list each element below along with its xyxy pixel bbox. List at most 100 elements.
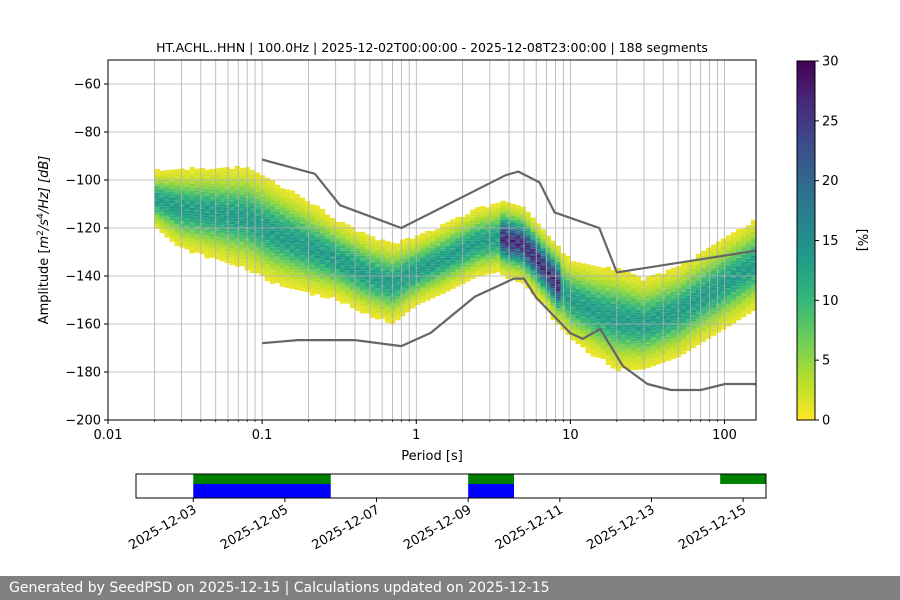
- timeline-blue-bar: [468, 484, 514, 498]
- heatmap-cell: [249, 174, 256, 178]
- heatmap-cell: [615, 344, 622, 348]
- heatmap-cell: [420, 283, 426, 286]
- heatmap-cell: [359, 279, 366, 283]
- heatmap-cell: [184, 220, 190, 223]
- heatmap-cell: [670, 349, 677, 352]
- heatmap-cell: [269, 259, 276, 263]
- heatmap-cell: [620, 327, 627, 331]
- heatmap-cell: [159, 228, 165, 231]
- heatmap-cell: [214, 213, 220, 217]
- heatmap-cell: [405, 309, 411, 313]
- heatmap-cell: [705, 319, 712, 323]
- heatmap-cell: [249, 213, 256, 216]
- heatmap-cell: [174, 200, 180, 203]
- heatmap-cell: [505, 240, 511, 244]
- heatmap-cell: [625, 336, 632, 340]
- heatmap-cell: [540, 296, 546, 299]
- heatmap-cell: [600, 351, 606, 355]
- heatmap-cell: [349, 296, 356, 299]
- heatmap-cell: [309, 221, 316, 224]
- heatmap-cell: [580, 335, 586, 338]
- heatmap-cell: [299, 219, 306, 222]
- heatmap-cell: [715, 258, 722, 261]
- heatmap-cell: [665, 286, 672, 289]
- heatmap-cell: [585, 350, 591, 354]
- heatmap-cell: [194, 192, 200, 196]
- heatmap-cell: [154, 183, 160, 186]
- heatmap-cell: [655, 352, 662, 355]
- heatmap-cell: [309, 252, 316, 255]
- heatmap-cell: [485, 264, 491, 268]
- heatmap-cell: [605, 328, 612, 332]
- heatmap-cell: [395, 260, 401, 263]
- heatmap-cell: [730, 289, 737, 293]
- heatmap-cell: [695, 325, 702, 329]
- heatmap-cell: [600, 267, 606, 271]
- heatmap-cell: [510, 215, 516, 219]
- heatmap-cell: [214, 245, 220, 248]
- heatmap-cell: [264, 180, 271, 183]
- heatmap-cell: [485, 224, 491, 227]
- heatmap-cell: [289, 216, 296, 220]
- heatmap-cell: [179, 194, 185, 198]
- heatmap-cell: [740, 314, 747, 318]
- heatmap-cell: [615, 296, 622, 300]
- heatmap-cell: [540, 284, 546, 287]
- heatmap-cell: [550, 259, 556, 263]
- heatmap-cell: [730, 301, 737, 305]
- heatmap-cell: [154, 197, 160, 201]
- heatmap-cell: [625, 351, 632, 354]
- heatmap-cell: [430, 281, 436, 284]
- heatmap-cell: [620, 351, 627, 355]
- heatmap-cell: [480, 213, 486, 216]
- heatmap-cell: [635, 328, 642, 332]
- heatmap-cell: [610, 306, 617, 309]
- heatmap-cell: [710, 292, 717, 296]
- heatmap-cell: [224, 248, 230, 252]
- heatmap-cell: [219, 222, 225, 226]
- heatmap-cell: [520, 221, 526, 224]
- heatmap-cell: [580, 311, 586, 314]
- heatmap-cell: [640, 311, 647, 315]
- heatmap-cell: [344, 253, 351, 256]
- heatmap-cell: [670, 313, 677, 316]
- heatmap-cell: [324, 277, 331, 280]
- heatmap-cell: [154, 188, 160, 191]
- heatmap-cell: [565, 277, 571, 280]
- heatmap-cell: [620, 337, 627, 340]
- heatmap-cell: [199, 249, 205, 252]
- heatmap-cell: [700, 310, 707, 314]
- heatmap-cell: [680, 347, 687, 350]
- heatmap-cell: [620, 354, 627, 357]
- heatmap-cell: [650, 291, 657, 295]
- heatmap-cell: [354, 291, 361, 295]
- x-axis-ticks: 0.01 0.1 1 10 100: [94, 420, 737, 443]
- heatmap-cell: [620, 289, 627, 292]
- heatmap-cell: [274, 199, 281, 202]
- heatmap-cell: [640, 309, 647, 312]
- heatmap-cell: [174, 169, 180, 172]
- y-axis-ticks: −200−180−160−140−120−100−80−60: [65, 78, 108, 429]
- heatmap-cell: [745, 285, 752, 288]
- heatmap-cell: [179, 237, 185, 241]
- heatmap-cell: [219, 215, 225, 219]
- heatmap-cell: [299, 271, 306, 275]
- heatmap-cell: [745, 290, 752, 293]
- heatmap-cell: [580, 340, 586, 343]
- heatmap-cell: [745, 244, 752, 247]
- heatmap-cell: [329, 239, 336, 242]
- heatmap-cell: [510, 242, 516, 245]
- heatmap-cell: [254, 227, 261, 231]
- heatmap-cell: [575, 298, 581, 301]
- heatmap-cell: [380, 249, 386, 252]
- heatmap-cell: [425, 283, 431, 287]
- heatmap-cell: [570, 278, 576, 281]
- heatmap-cell: [294, 218, 301, 221]
- heatmap-cell: [440, 260, 446, 263]
- heatmap-cell: [495, 207, 501, 211]
- heatmap-cell: [380, 299, 386, 302]
- heatmap-cell: [730, 311, 737, 314]
- heatmap-cell: [169, 217, 175, 221]
- heatmap-cell: [475, 271, 481, 275]
- heatmap-cell: [745, 297, 752, 300]
